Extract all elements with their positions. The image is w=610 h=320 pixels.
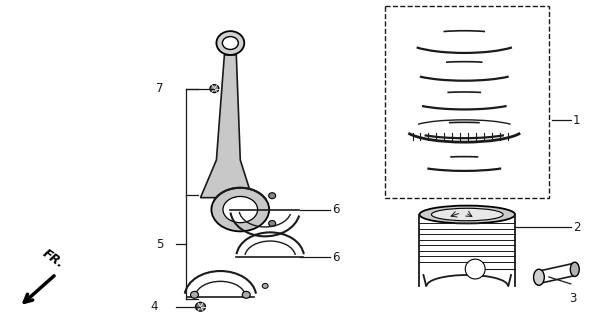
Ellipse shape xyxy=(420,206,515,223)
Text: 3: 3 xyxy=(569,292,576,305)
Ellipse shape xyxy=(431,208,503,221)
Text: FR.: FR. xyxy=(40,247,66,271)
Text: 7: 7 xyxy=(156,82,163,95)
Text: 2: 2 xyxy=(573,221,580,234)
Text: 1: 1 xyxy=(573,114,580,127)
Text: 5: 5 xyxy=(156,238,163,251)
Ellipse shape xyxy=(465,259,485,279)
Ellipse shape xyxy=(210,85,219,92)
Text: 6: 6 xyxy=(332,251,339,264)
Ellipse shape xyxy=(242,291,250,298)
Text: 4: 4 xyxy=(151,300,158,313)
Ellipse shape xyxy=(217,31,244,55)
Polygon shape xyxy=(201,55,253,198)
Ellipse shape xyxy=(195,302,206,311)
Ellipse shape xyxy=(268,193,276,199)
Ellipse shape xyxy=(223,36,239,50)
Ellipse shape xyxy=(212,188,269,231)
Ellipse shape xyxy=(570,262,580,276)
Ellipse shape xyxy=(190,291,198,298)
Ellipse shape xyxy=(534,269,544,285)
Ellipse shape xyxy=(223,196,257,223)
Ellipse shape xyxy=(268,220,276,227)
Bar xyxy=(385,6,549,198)
Ellipse shape xyxy=(262,284,268,288)
Text: 6: 6 xyxy=(332,203,339,216)
